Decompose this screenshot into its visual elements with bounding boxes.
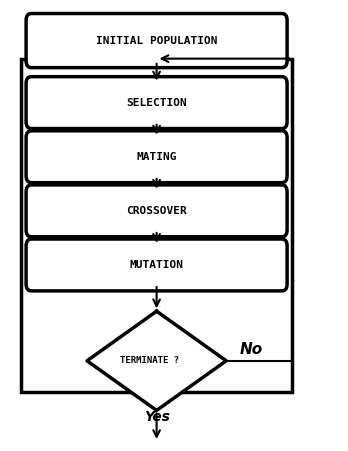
Text: SELECTION: SELECTION xyxy=(126,97,187,108)
Text: MATING: MATING xyxy=(136,152,177,162)
FancyBboxPatch shape xyxy=(26,131,287,183)
FancyBboxPatch shape xyxy=(26,239,287,291)
Text: No: No xyxy=(240,342,263,357)
FancyBboxPatch shape xyxy=(26,14,287,68)
Polygon shape xyxy=(87,311,226,410)
Text: MUTATION: MUTATION xyxy=(129,260,184,270)
FancyBboxPatch shape xyxy=(26,185,287,237)
Text: INITIAL POPULATION: INITIAL POPULATION xyxy=(96,36,218,46)
FancyBboxPatch shape xyxy=(26,77,287,129)
Text: Yes: Yes xyxy=(144,410,169,424)
Text: TERMINATE ?: TERMINATE ? xyxy=(120,356,179,365)
Text: CROSSOVER: CROSSOVER xyxy=(126,206,187,216)
